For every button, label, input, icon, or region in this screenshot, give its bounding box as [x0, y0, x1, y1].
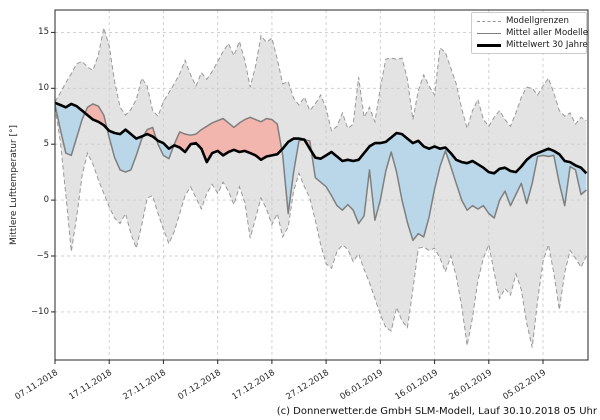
y-tick-label: 5 [43, 139, 49, 149]
colder-than-normal-fill [55, 102, 587, 241]
y-tick-label: −5 [36, 251, 49, 261]
legend-item-modellgrenzen: Modellgrenzen [477, 16, 580, 26]
y-tick-label: 15 [38, 27, 49, 37]
y-axis-label: Mittlere Lufttemperatur [°] [9, 125, 19, 245]
y-tick-label: 10 [38, 83, 49, 93]
legend-label: Modellgrenzen [506, 16, 569, 26]
dashed-line-icon [477, 20, 501, 22]
black-line-icon [477, 43, 501, 47]
legend: Modellgrenzen Mittel aller Modelle Mitte… [471, 12, 588, 54]
y-tick-label: −10 [31, 307, 49, 317]
upper-model-bound-line [54, 27, 587, 132]
legend-item-mittelwert-30-jahre: Mittelwert 30 Jahre [477, 40, 588, 50]
plot-border [54, 9, 589, 361]
30-year-mean-line [54, 101, 588, 175]
model-spread-band [55, 27, 587, 348]
y-tick-label: 0 [43, 195, 49, 205]
legend-item-mittel-aller-modelle: Mittel aller Modelle [477, 28, 588, 38]
legend-label: Mittel aller Modelle [506, 28, 589, 38]
gray-line-icon [477, 32, 501, 34]
lower-model-bound-line [54, 107, 587, 348]
copyright-caption: (c) Donnerwetter.de GmbH SLM-Modell, Lau… [276, 406, 597, 417]
legend-label: Mittelwert 30 Jahre [506, 40, 588, 50]
